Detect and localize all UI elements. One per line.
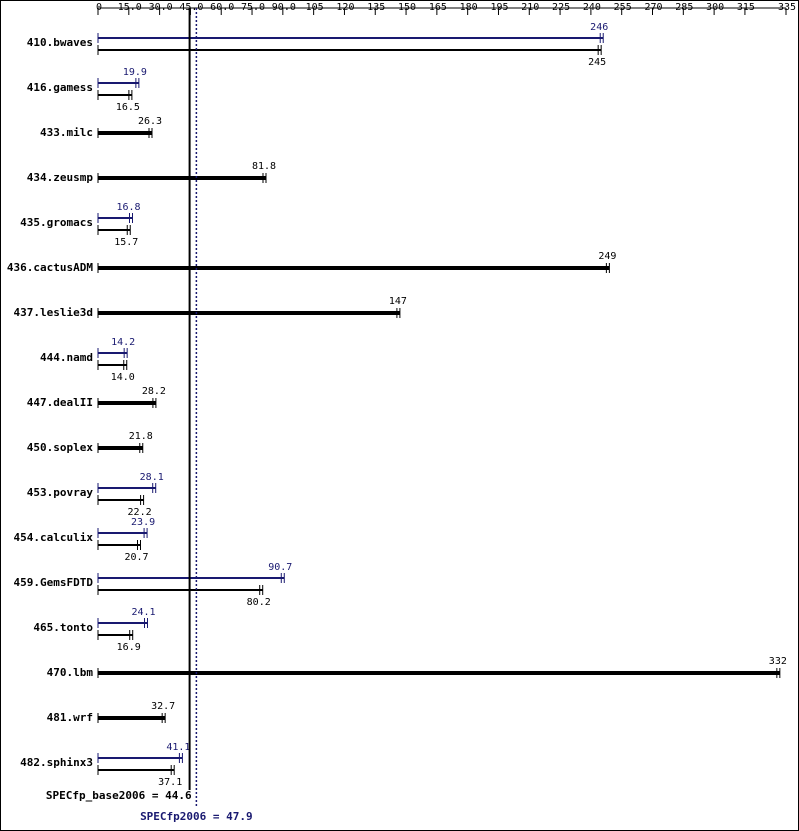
value-label: 332 — [769, 656, 787, 667]
bar — [97, 753, 183, 763]
bar — [97, 540, 142, 550]
reference-label: SPECfp2006 = 47.9 — [140, 810, 253, 823]
x-tick-label: 15.0 — [118, 2, 142, 13]
x-tick-label: 30.0 — [149, 2, 173, 13]
value-label: 22.2 — [128, 507, 152, 518]
bar — [97, 495, 145, 505]
bar — [97, 45, 602, 55]
value-label: 16.8 — [116, 202, 140, 213]
value-label: 246 — [590, 22, 608, 33]
bar — [97, 443, 144, 453]
category-label: 435.gromacs — [20, 216, 93, 229]
x-tick-label: 210 — [521, 2, 539, 13]
category-label: 481.wrf — [47, 711, 93, 724]
value-label: 245 — [588, 57, 606, 68]
value-label: 14.0 — [111, 372, 135, 383]
category-label: 437.leslie3d — [14, 306, 93, 319]
x-tick-label: 315 — [737, 2, 755, 13]
category-label: 465.tonto — [33, 621, 93, 634]
bar — [97, 213, 134, 223]
x-tick-label: 300 — [706, 2, 724, 13]
category-label: 450.soplex — [27, 441, 94, 454]
x-tick-label: 135 — [367, 2, 385, 13]
value-label: 41.1 — [166, 742, 190, 753]
category-label: 433.milc — [40, 126, 93, 139]
bar — [97, 225, 131, 235]
category-label: 470.lbm — [47, 666, 94, 679]
x-tick-label: 180 — [460, 2, 478, 13]
value-label: 37.1 — [158, 777, 182, 788]
value-label: 28.1 — [140, 472, 164, 483]
x-tick-label: 165 — [429, 2, 447, 13]
value-label: 15.7 — [114, 237, 138, 248]
bar — [97, 78, 140, 88]
bar — [97, 630, 134, 640]
value-label: 28.2 — [142, 386, 166, 397]
bar — [97, 765, 175, 775]
bar — [97, 263, 610, 273]
category-label: 444.namd — [40, 351, 93, 364]
value-label: 23.9 — [131, 517, 155, 528]
value-label: 16.5 — [116, 102, 140, 113]
x-tick-label: 0 — [96, 2, 102, 13]
x-tick-label: 90.0 — [272, 2, 296, 13]
x-tick-label: 75.0 — [241, 2, 265, 13]
value-label: 90.7 — [268, 562, 292, 573]
value-label: 19.9 — [123, 67, 147, 78]
bar — [97, 573, 285, 583]
value-label: 16.9 — [117, 642, 141, 653]
value-label: 147 — [389, 296, 407, 307]
x-tick-label: 255 — [614, 2, 632, 13]
value-label: 81.8 — [252, 161, 276, 172]
bar — [97, 33, 604, 43]
category-label: 436.cactusADM — [7, 261, 93, 274]
bar — [97, 90, 133, 100]
x-tick-label: 45.0 — [179, 2, 203, 13]
category-label: 434.zeusmp — [27, 171, 94, 184]
category-label: 416.gamess — [27, 81, 93, 94]
value-label: 249 — [598, 251, 616, 262]
x-tick-label: 240 — [583, 2, 601, 13]
bar — [97, 483, 157, 493]
x-tick-label: 225 — [552, 2, 570, 13]
x-tick-label: 285 — [675, 2, 693, 13]
value-label: 21.8 — [129, 431, 153, 442]
x-tick-label: 270 — [644, 2, 662, 13]
bar — [97, 668, 781, 678]
value-label: 32.7 — [151, 701, 175, 712]
value-label: 24.1 — [131, 607, 155, 618]
category-label: 454.calculix — [14, 531, 94, 544]
bar — [97, 398, 157, 408]
category-label: 482.sphinx3 — [20, 756, 93, 769]
bar — [97, 585, 264, 595]
reference-label: SPECfp_base2006 = 44.6 — [46, 789, 192, 802]
x-tick-label: 335 — [778, 2, 796, 13]
category-label: 447.dealII — [27, 396, 93, 409]
value-label: 80.2 — [247, 597, 271, 608]
bar — [97, 173, 267, 183]
bar — [97, 528, 148, 538]
x-tick-label: 195 — [490, 2, 508, 13]
value-label: 26.3 — [138, 116, 162, 127]
category-label: 410.bwaves — [27, 36, 93, 49]
x-tick-label: 150 — [398, 2, 416, 13]
bar — [97, 128, 153, 138]
category-label: 459.GemsFDTD — [14, 576, 94, 589]
bar — [97, 360, 128, 370]
bar — [97, 308, 401, 318]
category-label: 453.povray — [27, 486, 94, 499]
bar — [97, 348, 128, 358]
bar — [97, 713, 166, 723]
x-tick-label: 120 — [336, 2, 354, 13]
x-tick-label: 105 — [306, 2, 324, 13]
value-label: 14.2 — [111, 337, 135, 348]
bar — [97, 618, 148, 628]
x-tick-label: 60.0 — [210, 2, 234, 13]
value-label: 20.7 — [124, 552, 148, 563]
